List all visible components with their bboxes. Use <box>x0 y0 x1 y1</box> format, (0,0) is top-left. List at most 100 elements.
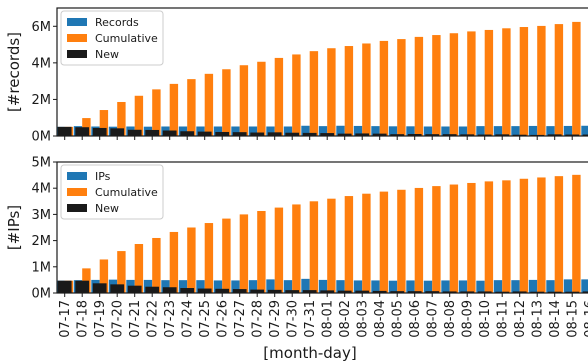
records-records-bar <box>423 126 433 136</box>
records-records-bar <box>266 126 275 136</box>
records-new-bar <box>232 132 247 136</box>
ips-new-bar <box>495 291 510 293</box>
records-cumulative-bar <box>502 28 511 136</box>
ips-y-tick-label: 0M <box>32 287 52 302</box>
ips-cumulative-bar <box>239 214 249 293</box>
records-records-bar <box>546 126 555 136</box>
ips-cumulative-bar <box>327 198 336 293</box>
x-tick-label: 08-09 <box>461 300 476 338</box>
ips-new-bar <box>582 291 588 293</box>
x-tick-label: 07-17 <box>58 300 73 338</box>
ips-axes-frame <box>56 161 588 294</box>
ips-new-bar <box>75 280 90 293</box>
records-records-bar <box>336 125 345 136</box>
ips-ips-bar <box>423 280 433 293</box>
records-records-bar <box>406 126 415 136</box>
records-records-bar <box>248 126 258 136</box>
ips-new-bar <box>267 289 282 293</box>
ips-new-bar <box>460 291 475 293</box>
records-new-bar <box>92 127 107 136</box>
records-records-bar <box>388 126 398 136</box>
x-tick-label: 07-25 <box>198 300 213 338</box>
ips-ips-bar <box>441 280 450 293</box>
records-records-bar <box>371 126 380 136</box>
ips-ips-bar <box>371 280 380 293</box>
ips-ips-bar <box>511 280 520 293</box>
ips-cumulative-bar <box>449 184 459 293</box>
ips-new-bar <box>565 291 580 293</box>
ips-cumulative-bar <box>222 218 231 293</box>
ips-new-bar <box>477 291 492 293</box>
records-new-bar <box>547 134 562 136</box>
x-tick-label: 07-18 <box>76 300 91 338</box>
records-cumulative-bar <box>344 46 354 136</box>
ips-new-bar <box>127 285 142 293</box>
ips-new-bar <box>442 291 457 293</box>
records-new-bar <box>320 133 335 136</box>
ips-new-bar <box>355 290 370 293</box>
x-tick-label: 07-21 <box>128 300 143 338</box>
ips-cumulative-bar <box>432 186 441 293</box>
ips-cumulative-bar <box>309 201 319 293</box>
ips-cumulative-bar <box>467 182 476 293</box>
records-records-bar <box>511 126 520 136</box>
records-new-bar <box>390 134 405 136</box>
records-new-bar <box>57 126 72 136</box>
records-new-bar <box>110 128 125 136</box>
records-axes-frame <box>56 7 588 137</box>
records-new-bar <box>565 134 580 136</box>
ips-new-bar <box>92 283 107 293</box>
records-legend-swatch <box>67 50 87 58</box>
x-tick-label: 07-28 <box>251 300 266 338</box>
x-tick-label: 08-05 <box>391 300 406 338</box>
records-new-bar <box>250 132 265 136</box>
ips-cumulative-bar <box>274 207 284 293</box>
records-new-bar <box>215 131 230 136</box>
records-y-tick-label: 4M <box>32 56 52 71</box>
ips-y-tick-label: 4M <box>32 182 52 197</box>
records-new-bar <box>162 130 177 136</box>
ips-cumulative-bar <box>484 181 494 293</box>
records-records-bar <box>493 126 503 136</box>
records-cumulative-bar <box>432 35 441 136</box>
x-tick-label: 08-06 <box>408 300 423 338</box>
ips-y-tick-label: 5M <box>32 156 52 171</box>
ips-cumulative-bar <box>134 244 144 293</box>
ips-y-tick-label: 2M <box>32 234 52 249</box>
ips-new-bar <box>407 291 422 293</box>
records-new-bar <box>337 133 352 136</box>
ips-ips-bar <box>528 279 538 293</box>
records-records-bar <box>458 126 468 136</box>
ips-new-bar <box>390 291 405 293</box>
ips-new-bar <box>320 290 335 293</box>
records-cumulative-bar <box>117 101 126 136</box>
ips-new-bar <box>372 290 387 293</box>
records-legend-label: Cumulative <box>95 32 158 45</box>
records-y-axis-label: [#records] <box>5 32 23 112</box>
ips-cumulative-bar <box>502 180 511 293</box>
records-new-bar <box>460 134 475 136</box>
records-records-bar <box>581 125 588 136</box>
ips-new-bar <box>337 290 352 293</box>
ips-ips-bar <box>563 279 573 293</box>
ips-legend-label: Cumulative <box>95 186 158 199</box>
ips-ips-bar <box>406 280 415 293</box>
ips-cumulative-bar <box>397 189 406 293</box>
records-records-bar <box>196 126 205 136</box>
ips-cumulative-bar <box>292 204 301 293</box>
ips-ips-bar <box>178 280 188 293</box>
records-records-bar <box>476 126 485 136</box>
records-new-bar <box>495 134 510 136</box>
records-cumulative-bar <box>362 43 371 136</box>
ips-ips-bar <box>336 280 345 293</box>
records-cumulative-bar <box>572 21 581 136</box>
records-records-bar <box>301 125 310 136</box>
ips-ips-bar <box>143 279 153 293</box>
records-records-bar <box>231 126 240 136</box>
ips-new-bar <box>145 286 160 293</box>
x-axis: 07-17 07-18 07-19 07-20 07-21 07-22 07-23 07-24… <box>58 300 588 338</box>
records-new-bar <box>425 134 440 136</box>
records-legend-label: Records <box>95 16 139 29</box>
records-cumulative-bar <box>327 48 336 136</box>
ips-cumulative-bar <box>414 187 424 293</box>
